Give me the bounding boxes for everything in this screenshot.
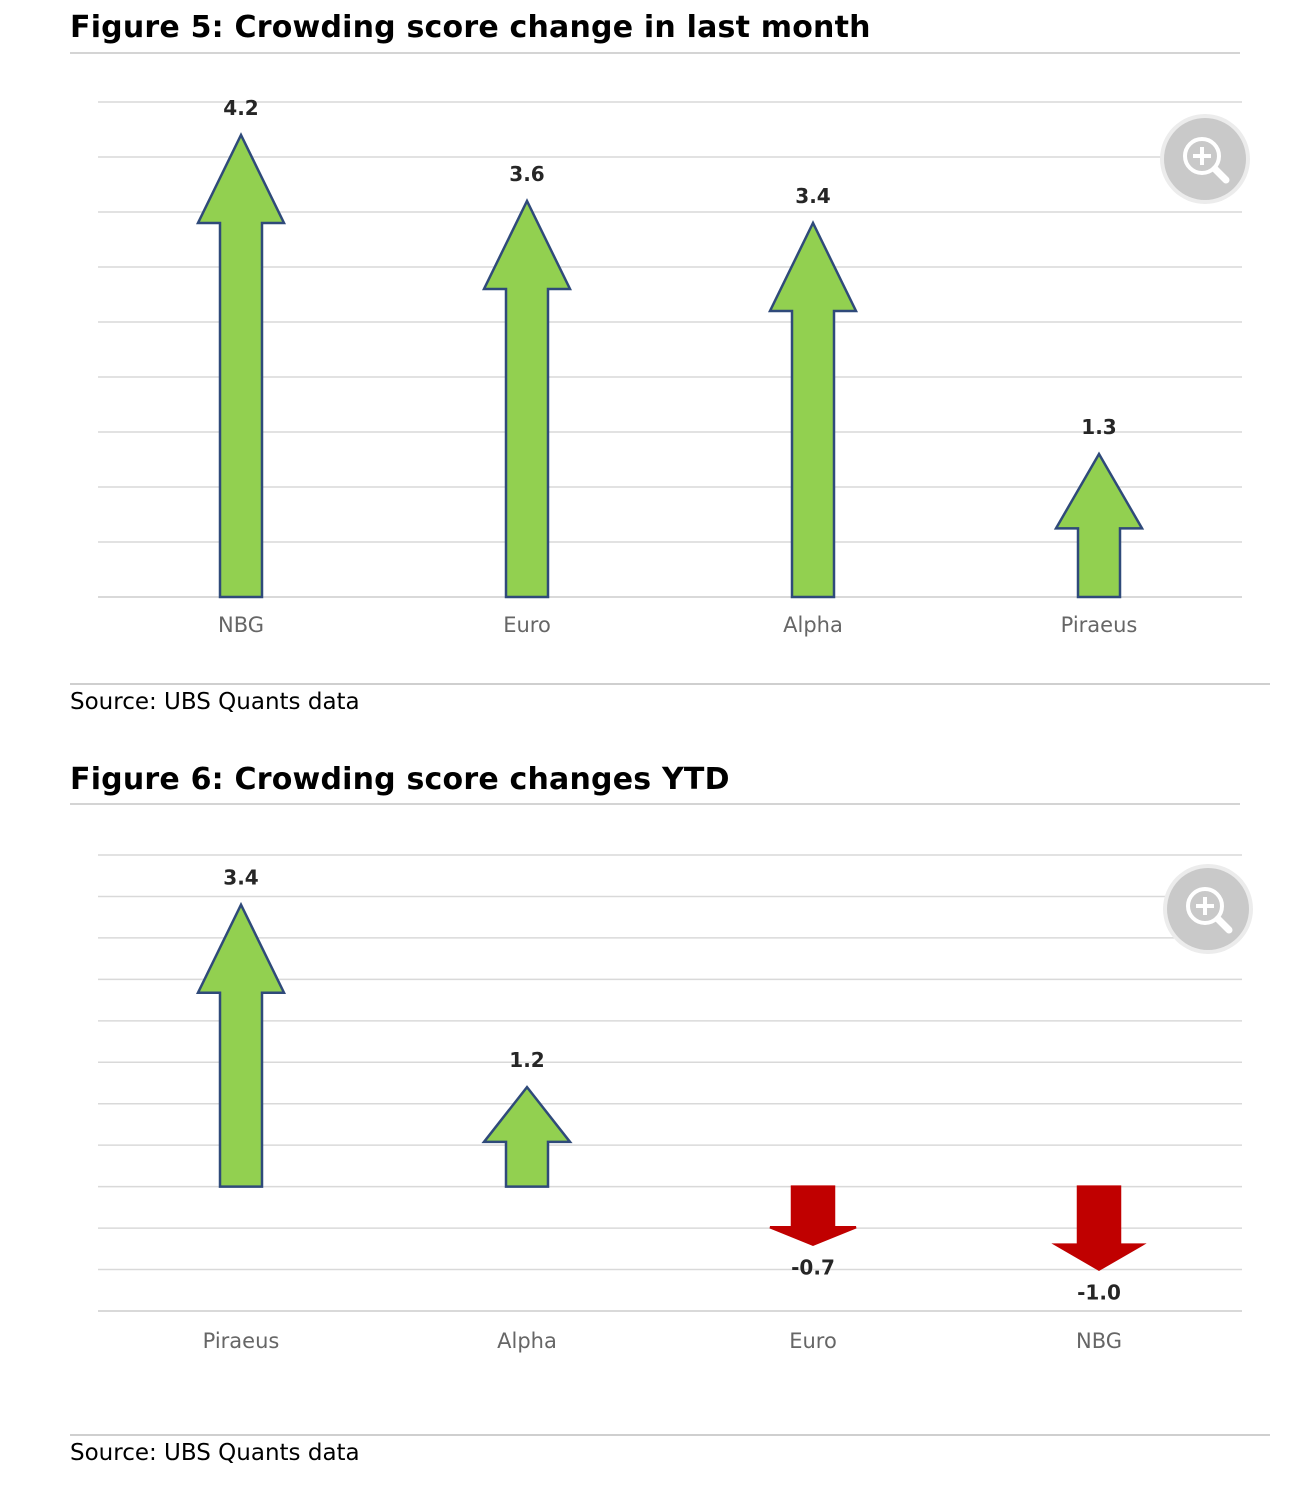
data-label: -1.0	[1077, 1281, 1121, 1305]
arrow-mark-piraeus	[1053, 451, 1145, 599]
category-tick-label: NBG	[218, 613, 264, 637]
arrow-mark-alpha	[481, 1085, 573, 1188]
data-label: -0.7	[791, 1256, 835, 1280]
data-label: 3.4	[795, 184, 830, 208]
figure-5-chart: 4.2 NBG 3.6 Euro 3.4 Alpha 1.3 Piraeus	[98, 96, 1242, 637]
arrow-mark-nbg	[195, 132, 287, 599]
figure-6-zoom-button[interactable]	[1167, 868, 1249, 950]
figure-5-title-rule	[70, 52, 1240, 54]
data-label: 4.2	[223, 96, 258, 120]
category-tick-label: NBG	[1076, 1329, 1122, 1353]
zoom-in-icon	[1186, 887, 1233, 934]
figure-5-source-rule	[70, 683, 1270, 685]
arrow-mark-piraeus	[195, 901, 287, 1188]
category-tick-label: Euro	[503, 613, 551, 637]
data-label: 1.2	[509, 1048, 544, 1072]
zoom-in-icon	[1183, 137, 1230, 184]
category-tick-label: Euro	[789, 1329, 837, 1353]
data-label: 3.4	[223, 866, 258, 890]
category-tick-label: Piraeus	[203, 1329, 280, 1353]
category-tick-label: Alpha	[783, 613, 843, 637]
figure-5-title: Figure 5: Crowding score change in last …	[70, 10, 871, 45]
figure-6-source: Source: UBS Quants data	[70, 1440, 360, 1466]
category-tick-label: Piraeus	[1061, 613, 1138, 637]
figure-5-zoom-button[interactable]	[1164, 118, 1246, 200]
arrow-mark-nbg	[1051, 1185, 1147, 1271]
arrow-mark-euro	[481, 198, 573, 599]
category-tick-label: Alpha	[497, 1329, 557, 1353]
figure-6-source-rule	[70, 1434, 1270, 1436]
arrow-mark-alpha	[767, 220, 859, 599]
figure-5-source: Source: UBS Quants data	[70, 689, 360, 715]
figure-6-title: Figure 6: Crowding score changes YTD	[70, 762, 730, 797]
data-label: 3.6	[509, 162, 544, 186]
arrow-mark-euro	[769, 1185, 857, 1247]
figure-6-chart: 3.4 Piraeus 1.2 Alpha -0.7 Euro -1.0 NBG	[98, 854, 1242, 1353]
data-label: 1.3	[1081, 415, 1116, 439]
figure-6-title-rule	[70, 803, 1240, 805]
